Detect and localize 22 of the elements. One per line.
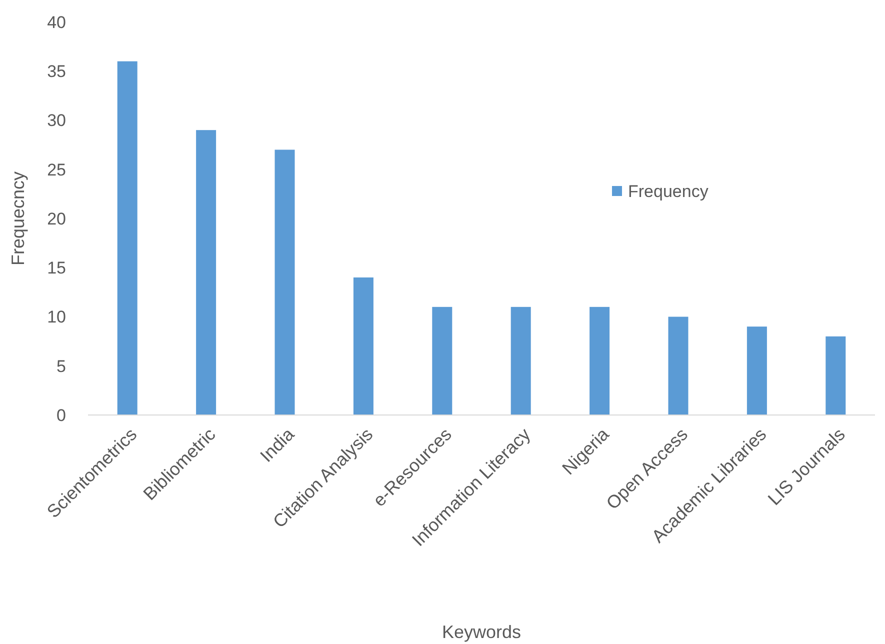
bar [668, 316, 688, 415]
bar [117, 61, 138, 415]
y-tick-label: 25 [47, 160, 66, 180]
bar [510, 306, 531, 415]
bar [590, 306, 610, 415]
y-tick-label: 35 [47, 62, 66, 82]
y-tick-label: 0 [56, 406, 66, 425]
bar [826, 336, 846, 415]
bar [432, 306, 452, 415]
y-tick-label: 40 [47, 12, 66, 32]
y-tick-label: 20 [47, 209, 66, 228]
x-axis-title: Keywords [442, 622, 522, 642]
bar [196, 130, 216, 415]
bar [746, 326, 767, 415]
bar [353, 277, 374, 415]
y-tick-label: 10 [47, 308, 66, 327]
y-tick-label: 5 [56, 356, 66, 376]
bar [274, 150, 295, 415]
y-axis-title: Frequecncy [8, 171, 28, 266]
legend-label: Frequency [628, 182, 709, 201]
y-tick-label: 15 [47, 258, 66, 278]
y-tick-label: 30 [47, 111, 66, 130]
